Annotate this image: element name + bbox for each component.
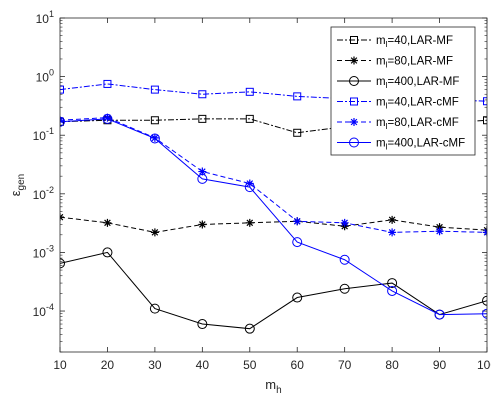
data-point [435, 227, 444, 236]
series-line [60, 117, 487, 233]
y-tick-label: 100 [36, 68, 54, 85]
legend-marker [350, 118, 358, 126]
x-tick-label: 70 [338, 358, 352, 372]
y-tick-label: 10-4 [33, 302, 54, 319]
data-point [292, 292, 303, 303]
legend-label: ml=80,LAR-cMF [376, 117, 459, 131]
data-point [103, 113, 112, 122]
data-point [198, 220, 207, 229]
data-point [340, 218, 349, 227]
legend-label: ml=40,LAR-cMF [376, 97, 459, 111]
legend-item: ml=40,LAR-cMF [337, 97, 459, 111]
data-point [293, 217, 302, 226]
x-tick-label: 40 [196, 358, 210, 372]
data-point [483, 97, 487, 106]
data-point [483, 116, 487, 125]
series-line [60, 118, 487, 316]
legend-marker [350, 36, 358, 44]
legend-item: ml=400,LAR-MF [337, 76, 459, 90]
legend-marker [350, 97, 358, 106]
data-point [245, 179, 254, 188]
legend-label: ml=80,LAR-MF [376, 56, 453, 70]
data-point [339, 254, 350, 265]
y-minor-ticks [60, 20, 487, 353]
x-tick-label: 90 [433, 358, 447, 372]
data-point [60, 116, 65, 127]
data-point [149, 303, 160, 314]
data-point [388, 228, 397, 237]
data-point [339, 283, 350, 294]
data-point [150, 85, 159, 94]
data-point [198, 167, 207, 176]
data-point [197, 173, 208, 184]
data-point [103, 218, 112, 227]
series-group [60, 79, 487, 334]
axes-frame [59, 17, 488, 353]
legend-label: ml=400,LAR-cMF [376, 138, 465, 152]
legend-label: ml=40,LAR-MF [376, 35, 453, 49]
data-point [245, 114, 254, 123]
data-point [244, 323, 255, 334]
legend-item: ml=40,LAR-MF [337, 35, 453, 49]
data-point [387, 278, 398, 289]
legend-item: ml=400,LAR-cMF [337, 137, 465, 152]
legend: ml=40,LAR-MF ml=80,LAR-MF ml=400,LAR-MF ml=… [330, 26, 476, 156]
legend-item: ml=80,LAR-cMF [337, 117, 459, 131]
data-point [434, 309, 445, 320]
data-point [293, 92, 302, 101]
data-point [244, 182, 255, 193]
x-tick-label: 10 [53, 358, 67, 372]
data-point [102, 113, 113, 124]
data-point [150, 228, 159, 237]
legend-marker [350, 56, 358, 65]
series-6 [60, 113, 487, 320]
data-point [245, 218, 254, 227]
x-tick-label: 20 [101, 358, 115, 372]
y-tick-label: 101 [36, 9, 54, 26]
data-point [198, 90, 207, 99]
data-point [102, 247, 113, 258]
y-tick-label: 10-1 [33, 126, 54, 143]
x-tick-label: 60 [291, 358, 305, 372]
data-point [149, 133, 160, 144]
data-point [198, 114, 207, 123]
data-point [103, 79, 112, 88]
legend-box [330, 26, 476, 156]
data-point [482, 295, 487, 306]
data-point [60, 258, 65, 269]
data-point [245, 87, 254, 96]
y-tick-label: 10-2 [33, 185, 54, 202]
data-point [292, 237, 303, 248]
data-point [150, 116, 159, 125]
series-3 [60, 247, 487, 334]
legend-label: ml=400,LAR-MF [376, 76, 459, 90]
x-axis-ticks: 10 20 30 40 50 60 70 80 90 100 [53, 18, 491, 372]
x-axis-label: mh [265, 377, 281, 396]
y-axis-label: εgen [8, 174, 27, 196]
x-tick-label: 30 [148, 358, 162, 372]
legend-marker [349, 76, 359, 86]
data-point [388, 215, 397, 224]
data-point [482, 308, 487, 319]
series-5 [60, 113, 487, 237]
legend-marker [349, 137, 359, 148]
data-point [197, 319, 208, 330]
data-point [293, 128, 302, 137]
legend-item: ml=80,LAR-MF [337, 56, 453, 70]
data-point [60, 85, 64, 94]
y-tick-label: 10-3 [33, 243, 54, 260]
x-tick-label: 50 [243, 358, 257, 372]
data-point [435, 223, 444, 232]
data-point [150, 133, 159, 142]
x-tick-label: 80 [385, 358, 399, 372]
data-point [387, 285, 398, 296]
x-tick-label: 100 [477, 358, 491, 372]
series-line [60, 251, 487, 330]
